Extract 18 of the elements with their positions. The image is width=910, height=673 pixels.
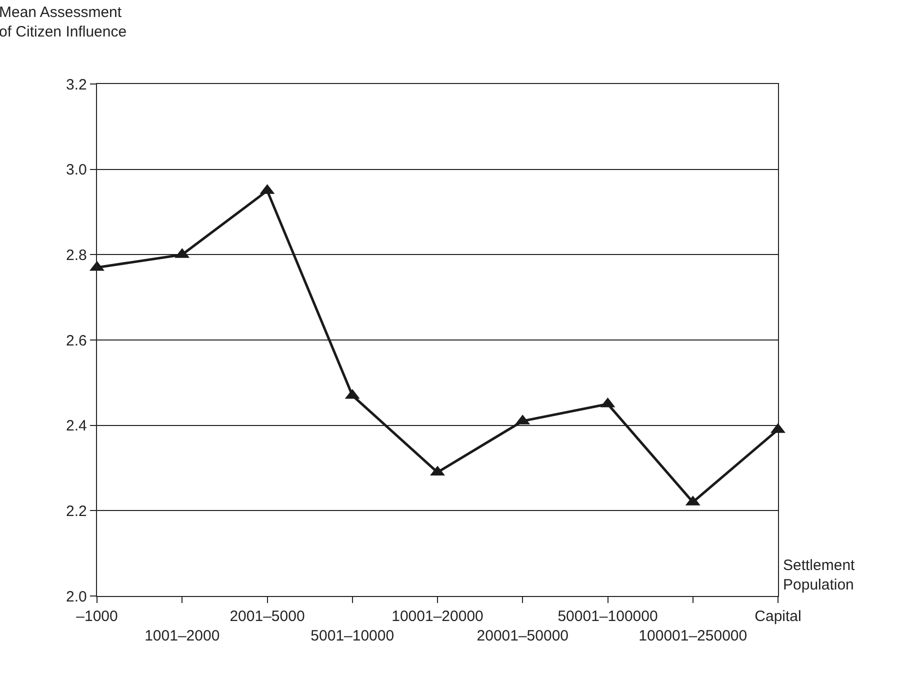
x-tick-label: 50001–100000 bbox=[558, 608, 658, 626]
y-tick-label: 3.2 bbox=[66, 76, 87, 94]
y-axis-title: Mean Assessment of Citizen Influence bbox=[0, 4, 127, 40]
x-tick-label: 5001–10000 bbox=[310, 628, 394, 645]
y-tick-label: 2.6 bbox=[66, 332, 87, 350]
x-axis-title: Settlement Population bbox=[783, 557, 856, 594]
x-tick-label: 20001–50000 bbox=[476, 628, 569, 645]
y-tick-label: 2.8 bbox=[66, 246, 87, 264]
x-tick-label: 100001–250000 bbox=[638, 628, 748, 645]
x-tick-label: 2001–5000 bbox=[230, 608, 305, 626]
x-tick-label: 1001–2000 bbox=[144, 628, 220, 645]
x-tick-label: –1000 bbox=[76, 608, 118, 626]
y-tick-label: 2.4 bbox=[66, 418, 87, 435]
y-tick-label: 2.0 bbox=[66, 588, 87, 606]
y-tick-label: 3.0 bbox=[66, 162, 87, 179]
y-tick-label: 2.2 bbox=[66, 502, 87, 520]
x-tick-label: Capital bbox=[754, 608, 802, 626]
x-tick-label: 10001–20000 bbox=[392, 608, 484, 626]
